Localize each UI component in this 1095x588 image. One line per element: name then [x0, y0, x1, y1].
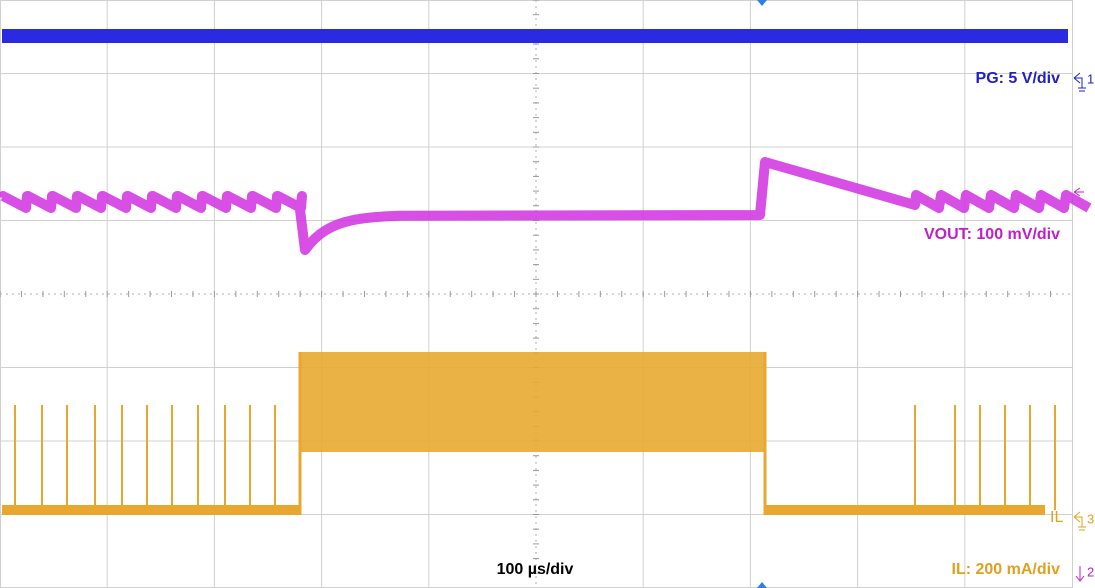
- ch3-marker: 3: [1087, 511, 1094, 526]
- trigger-marker: [757, 0, 767, 6]
- ch1-ground-icon: [1073, 72, 1086, 92]
- ch3-ground-icon: [1073, 511, 1086, 531]
- vout-trace: [0, 157, 1092, 255]
- ch2-scale: VOUT: 100 mV/div: [924, 226, 1060, 243]
- ch2-marker: 2: [1087, 564, 1094, 579]
- ch3-tag: IL: [1050, 509, 1063, 526]
- il-baseline: [2, 505, 300, 515]
- ch2-level-arrow: [1073, 187, 1084, 197]
- graticule: [0, 0, 1073, 588]
- ch2-offscreen-arrow: [1075, 566, 1085, 582]
- trigger-marker: [757, 582, 767, 588]
- ch3-scale: IL: 200 mA/div: [952, 561, 1061, 578]
- pg-trace: [2, 29, 1068, 43]
- timebase: 100 µs/div: [497, 561, 574, 578]
- waveforms: [0, 29, 1092, 515]
- ch1-scale: PG: 5 V/div: [976, 70, 1061, 87]
- il-burst: [300, 352, 765, 452]
- ch1-marker: 1: [1087, 71, 1094, 86]
- il-baseline: [765, 505, 1045, 515]
